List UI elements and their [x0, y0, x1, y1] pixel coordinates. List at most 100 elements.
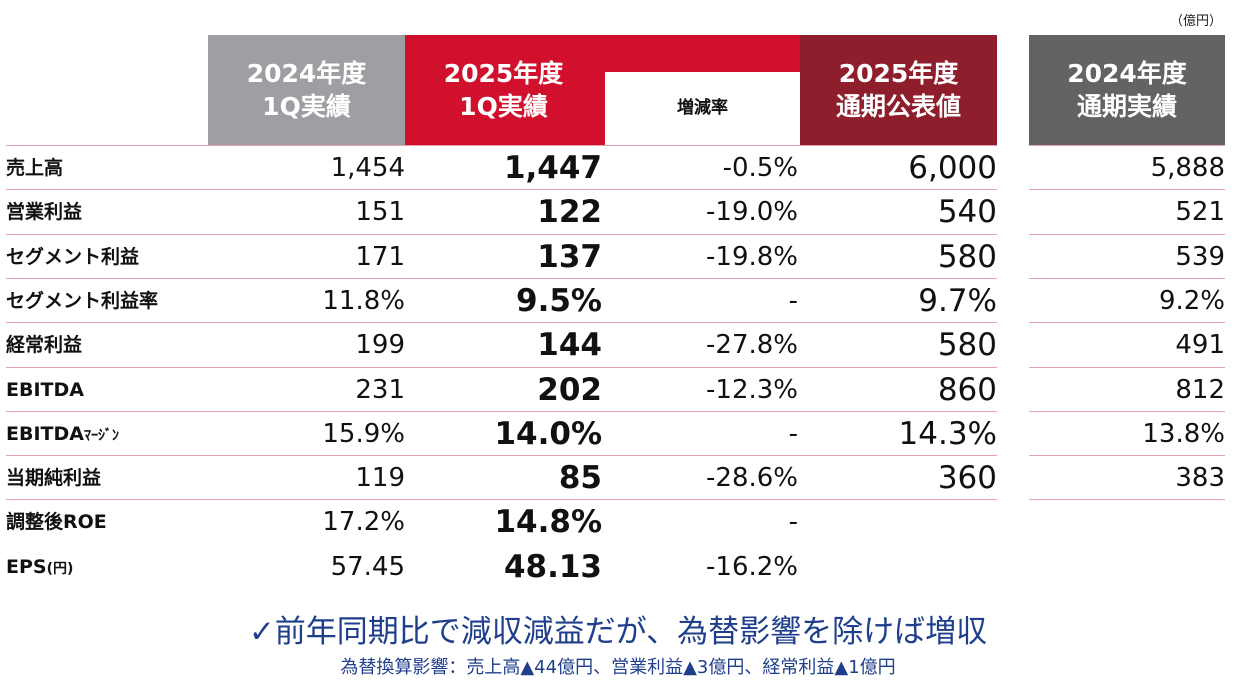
- row-divider-right: [1029, 499, 1225, 501]
- row-divider-right: [1029, 322, 1225, 324]
- cell-change-rate: -16.2%: [706, 551, 798, 582]
- cell-fy2025-forecast: 9.7%: [918, 282, 997, 319]
- table-row: 営業利益 151 122 -19.0% 540 521: [6, 189, 1225, 233]
- cell-fy2024-full: 539: [1175, 241, 1225, 272]
- cell-fy2025-1q: 85: [558, 460, 602, 497]
- cell-fy2024-full: 13.8%: [1142, 418, 1225, 449]
- header-fy2025-1q-line2: 1Q実績: [459, 92, 548, 121]
- cell-fy2024-full: 521: [1175, 197, 1225, 228]
- row-label-text: 営業利益: [6, 201, 83, 224]
- header-divider: [1029, 145, 1225, 146]
- row-label-text: EPS: [6, 555, 47, 578]
- row-label-suffix: ﾏｰｼﾞﾝ: [83, 427, 119, 444]
- cell-fy2025-1q: 9.5%: [516, 282, 602, 319]
- table-row: セグメント利益 171 137 -19.8% 580 539: [6, 234, 1225, 278]
- row-divider: [6, 233, 997, 235]
- unit-label: （億円）: [1169, 14, 1222, 29]
- row-label-text: 当期純利益: [6, 467, 102, 490]
- row-label: 経常利益: [6, 322, 206, 366]
- cell-fy2024-1q: 119: [355, 463, 405, 494]
- cell-fy2024-full: [1029, 544, 1225, 588]
- table-row: EPS(円) 57.45 48.13 -16.2%: [6, 544, 1225, 588]
- cell-change-rate: -: [788, 285, 798, 316]
- cell-fy2025-forecast: 540: [937, 194, 997, 231]
- row-label: 売上高: [6, 145, 206, 189]
- row-divider-right: [1029, 189, 1225, 191]
- row-divider: [6, 189, 997, 191]
- cell-fy2025-forecast: 6,000: [908, 150, 997, 186]
- row-label-text: 調整後ROE: [6, 511, 107, 534]
- header-fy2025-forecast-line2: 通期公表値: [835, 92, 961, 121]
- cell-change-rate: -28.6%: [706, 463, 798, 494]
- cell-fy2025-forecast: 860: [937, 371, 997, 408]
- cell-fy2024-1q: 231: [355, 374, 405, 405]
- cell-fy2025-forecast: 360: [937, 460, 997, 497]
- row-label: 調整後ROE: [6, 499, 206, 543]
- header-fy2025-forecast: 2025年度 通期公表値: [800, 35, 997, 145]
- row-label-text: 売上高: [6, 157, 64, 179]
- header-fy2025-forecast-line1: 2025年度: [838, 59, 959, 88]
- row-label: EBITDA: [6, 367, 206, 411]
- row-label-text: セグメント利益率: [6, 289, 159, 312]
- header-divider: [6, 145, 997, 146]
- row-divider-right: [1029, 277, 1225, 279]
- header-fy2025-1q: 2025年度 1Q実績: [405, 35, 602, 145]
- cell-fy2025-1q: 144: [537, 327, 602, 364]
- header-change-rate-label: 増減率: [605, 72, 800, 145]
- row-divider: [6, 410, 997, 412]
- header-fy2024-full-line2: 通期実績: [1076, 92, 1177, 121]
- row-label: セグメント利益: [6, 234, 206, 278]
- row-label-suffix: (円): [46, 560, 74, 577]
- cell-fy2024-1q: 151: [355, 197, 405, 228]
- row-divider: [6, 277, 997, 279]
- header-fy2024-1q-line2: 1Q実績: [262, 92, 351, 121]
- cell-change-rate: -12.3%: [706, 374, 798, 405]
- cell-fy2025-1q: 14.8%: [494, 504, 602, 541]
- row-divider-right: [1029, 233, 1225, 235]
- header-fy2024-1q: 2024年度 1Q実績: [208, 35, 405, 145]
- row-label: 営業利益: [6, 189, 206, 233]
- row-divider: [6, 366, 997, 368]
- cell-fy2024-full: 9.2%: [1158, 285, 1225, 316]
- cell-fy2025-1q: 202: [537, 371, 602, 408]
- cell-fy2024-full: 812: [1175, 374, 1225, 405]
- row-label: EBITDAﾏｰｼﾞﾝ: [6, 411, 206, 455]
- table-row: 売上高 1,454 1,447 -0.5% 6,000 5,888: [6, 145, 1225, 189]
- cell-fy2025-1q: 122: [537, 194, 602, 231]
- cell-change-rate: -27.8%: [706, 330, 798, 361]
- cell-change-rate: -19.8%: [706, 241, 798, 272]
- row-divider: [6, 499, 997, 501]
- cell-fy2025-1q: 1,447: [503, 150, 602, 186]
- cell-fy2025-forecast: 14.3%: [898, 415, 997, 452]
- row-divider-right: [1029, 410, 1225, 412]
- row-divider: [6, 322, 997, 324]
- cell-fy2024-full: [1029, 499, 1225, 543]
- row-label-text: 経常利益: [6, 334, 83, 357]
- table-row: EBITDA 231 202 -12.3% 860 812: [6, 367, 1225, 411]
- table-row: 経常利益 199 144 -27.8% 580 491: [6, 322, 1225, 366]
- cell-change-rate: -: [788, 507, 798, 538]
- row-divider-right: [1029, 366, 1225, 368]
- table-row: 調整後ROE 17.2% 14.8% -: [6, 499, 1225, 543]
- row-divider: [6, 455, 997, 457]
- cell-fy2024-1q: 199: [355, 330, 405, 361]
- cell-change-rate: -0.5%: [722, 153, 798, 183]
- cell-change-rate: -: [788, 418, 798, 449]
- cell-fy2025-1q: 137: [537, 238, 602, 275]
- cell-fy2024-1q: 171: [355, 241, 405, 272]
- header-change-rate: 増減率: [602, 35, 800, 145]
- row-label-text: EBITDA: [6, 378, 84, 401]
- row-label: EPS(円): [6, 544, 206, 588]
- cell-fy2024-full: 5,888: [1150, 153, 1225, 183]
- cell-fy2025-forecast: [800, 499, 997, 543]
- cell-fy2024-full: 491: [1175, 330, 1225, 361]
- row-label: 当期純利益: [6, 455, 206, 499]
- cell-fy2025-forecast: 580: [937, 327, 997, 364]
- table-row: EBITDAﾏｰｼﾞﾝ 15.9% 14.0% - 14.3% 13.8%: [6, 411, 1225, 455]
- cell-fy2025-1q: 14.0%: [494, 415, 602, 452]
- fx-note: 為替換算影響：売上高▲44億円、営業利益▲3億円、経常利益▲1億円: [340, 657, 896, 678]
- row-label-text: EBITDA: [6, 422, 84, 445]
- cell-fy2024-1q: 15.9%: [322, 418, 405, 449]
- table-row: セグメント利益率 11.8% 9.5% - 9.7% 9.2%: [6, 278, 1225, 322]
- cell-fy2025-1q: 48.13: [503, 548, 602, 585]
